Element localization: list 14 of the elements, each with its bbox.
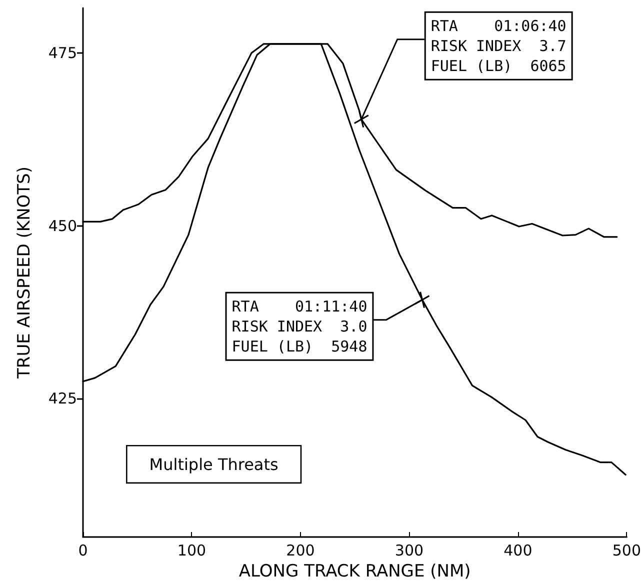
y-tick-label: 450 <box>48 216 77 235</box>
annotation: RTA 01:11:40 RISK INDEX 3.0 FUEL (LB) 5948 <box>232 297 368 356</box>
y-axis-title: TRUE AIRSPEED (KNOTS) <box>14 166 34 380</box>
annotation: RTA 01:06:40 RISK INDEX 3.7 FUEL (LB) 6065 <box>430 16 566 75</box>
x-tick-label: 300 <box>394 542 424 560</box>
x-tick-label: 200 <box>286 542 315 560</box>
x-tick-label: 100 <box>177 542 206 560</box>
x-axis-title: ALONG TRACK RANGE (NM) <box>238 561 471 582</box>
x-tick-label: 0 <box>78 542 88 560</box>
x-tick-label: 500 <box>612 542 642 560</box>
y-tick-label: 425 <box>48 390 77 408</box>
annotation: Multiple Threats <box>149 454 278 474</box>
x-tick-label: 400 <box>504 542 532 560</box>
y-tick-label: 475 <box>48 44 77 62</box>
